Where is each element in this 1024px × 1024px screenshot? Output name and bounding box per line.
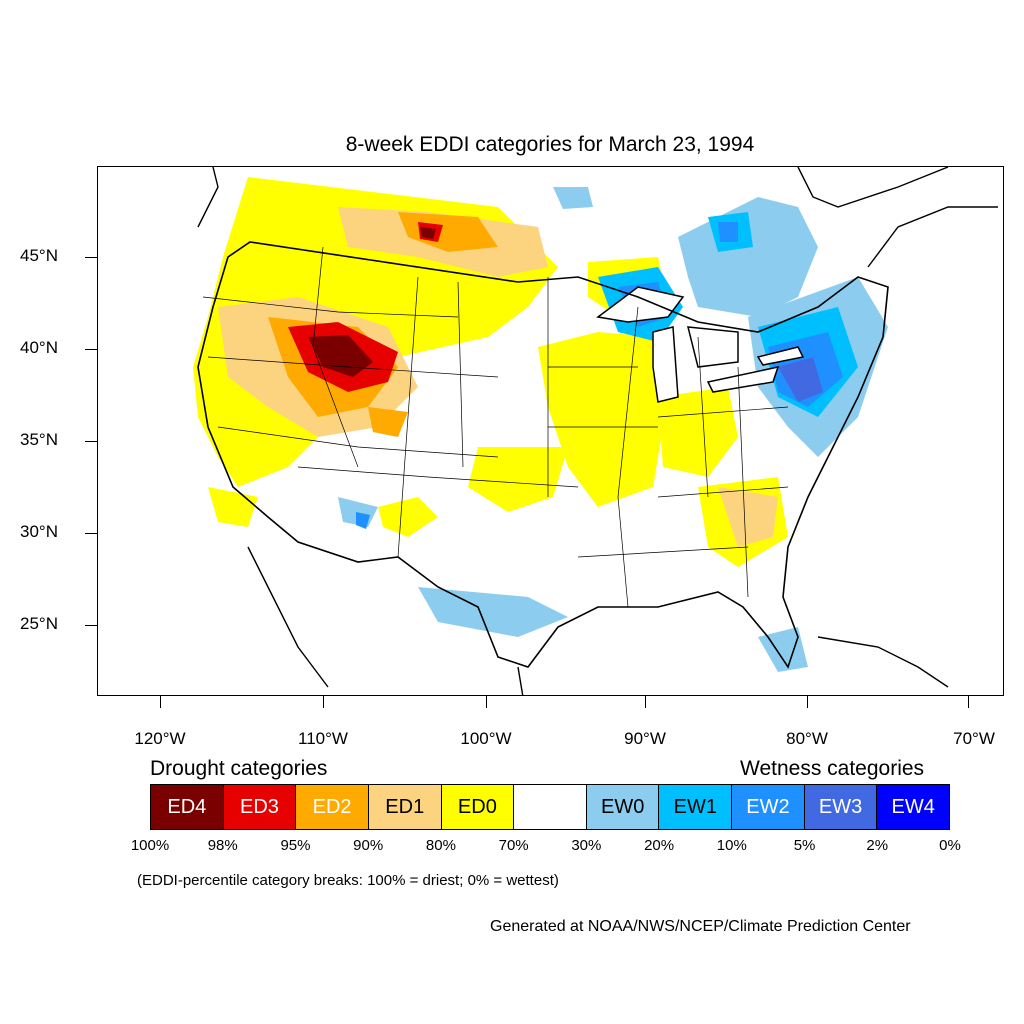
- lat-label-40: 40°N: [20, 338, 58, 357]
- percentile-label: 20%: [644, 837, 675, 854]
- state-borders: [202, 246, 789, 608]
- lat-tick: [85, 625, 97, 626]
- legend-box-ew0: EW0: [586, 785, 660, 829]
- legend-box-ed1: ED1: [368, 785, 442, 829]
- lon-label-120: 120°W: [134, 729, 186, 748]
- percentile-label: 2%: [866, 837, 889, 854]
- lon-tick: [486, 696, 487, 708]
- percentile-label: 98%: [207, 837, 238, 854]
- coastlines: [197, 167, 998, 695]
- wetness-heading: Wetness categories: [740, 757, 925, 780]
- lat-tick: [85, 349, 97, 350]
- legend-box-ew1: EW1: [659, 785, 733, 829]
- ed4-regions: [308, 227, 436, 377]
- legend-box-ed3: ED3: [223, 785, 297, 829]
- lon-label-90: 90°W: [624, 729, 666, 748]
- percentile-label: 70%: [498, 837, 529, 854]
- category-legend: ED4 ED3 ED2 ED1 ED0 EW0 EW1 EW2 EW3 EW4: [150, 784, 950, 830]
- percentile-label: 80%: [425, 837, 456, 854]
- lat-label-30: 30°N: [20, 522, 58, 541]
- lat-label-35: 35°N: [20, 430, 58, 449]
- legend-box-neutral: [514, 785, 587, 829]
- lon-label-70: 70°W: [953, 729, 995, 748]
- lon-label-110: 110°W: [298, 729, 348, 748]
- eddi-map: [193, 167, 998, 695]
- category-note: (EDDI-percentile category breaks: 100% =…: [137, 872, 559, 889]
- legend-box-ew3: EW3: [804, 785, 878, 829]
- lon-tick: [807, 696, 808, 708]
- drought-heading: Drought categories: [150, 757, 328, 780]
- percentile-label: 0%: [939, 837, 961, 854]
- lat-label-45: 45°N: [20, 246, 58, 265]
- legend-box-ew4: EW4: [877, 785, 950, 829]
- legend-box-ed0: ED0: [441, 785, 515, 829]
- great-lakes: [596, 286, 805, 403]
- percentile-label: 95%: [280, 837, 311, 854]
- lat-tick: [85, 533, 97, 534]
- percentile-label: 10%: [716, 837, 747, 854]
- credit-line: Generated at NOAA/NWS/NCEP/Climate Predi…: [490, 918, 911, 935]
- lat-tick: [85, 441, 97, 442]
- lon-tick: [968, 696, 969, 708]
- legend-box-ew2: EW2: [732, 785, 805, 829]
- map-frame: [97, 166, 1004, 696]
- percentile-label: 100%: [130, 837, 170, 854]
- legend-box-ed4: ED4: [151, 785, 224, 829]
- legend-box-ed2: ED2: [296, 785, 369, 829]
- lon-tick: [645, 696, 646, 708]
- percentile-label: 30%: [571, 837, 602, 854]
- country-outline: [197, 241, 889, 669]
- lon-label-80: 80°W: [786, 729, 828, 748]
- map-title: 8-week EDDI categories for March 23, 199…: [345, 133, 755, 156]
- lon-label-100: 100°W: [460, 729, 512, 748]
- lat-tick: [85, 257, 97, 258]
- percentile-label: 5%: [793, 837, 816, 854]
- lon-tick: [160, 696, 161, 708]
- percentile-label: 90%: [353, 837, 384, 854]
- lon-tick: [323, 696, 324, 708]
- lat-label-25: 25°N: [20, 614, 58, 633]
